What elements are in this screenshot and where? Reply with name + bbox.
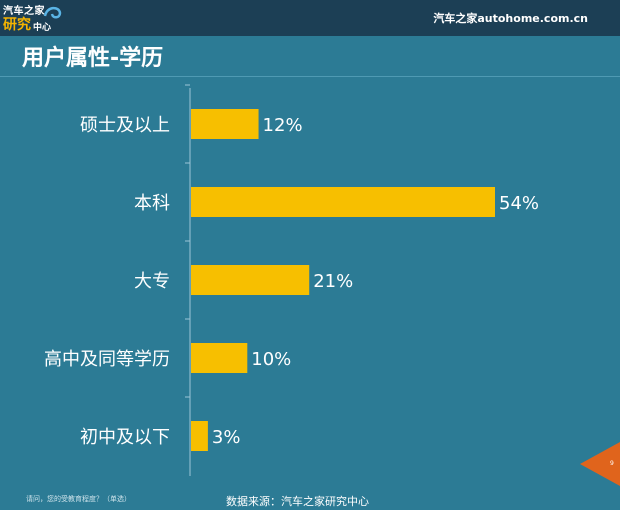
category-label: 大专 [134,271,170,292]
data-bar [191,343,248,373]
survey-question: 请问，您的受教育程度？（单选） [26,495,131,503]
value-label: 10% [251,349,291,370]
data-bar [191,421,208,451]
page-tab-marker [580,442,620,486]
logo-swoosh-icon [43,6,62,19]
logo-text-line3: 中心 [33,23,52,33]
data-bar [191,187,495,217]
page-number: 9 [610,460,614,467]
category-label: 硕士及以上 [80,115,170,136]
value-label: 12% [263,115,303,136]
data-source: 数据来源：汽车之家研究中心 [226,495,369,508]
value-label: 54% [499,193,539,214]
category-label: 初中及以下 [80,427,170,448]
brand-url: 汽车之家autohome.com.cn [433,12,588,25]
title-divider [0,76,620,77]
category-label: 高中及同等学历 [44,349,170,370]
autohome-research-logo: 汽车之家 研究 中心 [3,2,63,34]
slide-title: 用户属性-学历 [22,46,164,71]
value-label: 3% [212,427,241,448]
header-bar: 汽车之家 研究 中心 汽车之家autohome.com.cn [0,0,620,36]
category-label: 本科 [134,193,170,214]
value-label: 21% [313,271,353,292]
data-bar [191,109,259,139]
data-bar [191,265,310,295]
logo-text-line1: 汽车之家 [3,6,45,17]
logo-text-line2: 研究 [3,17,31,33]
